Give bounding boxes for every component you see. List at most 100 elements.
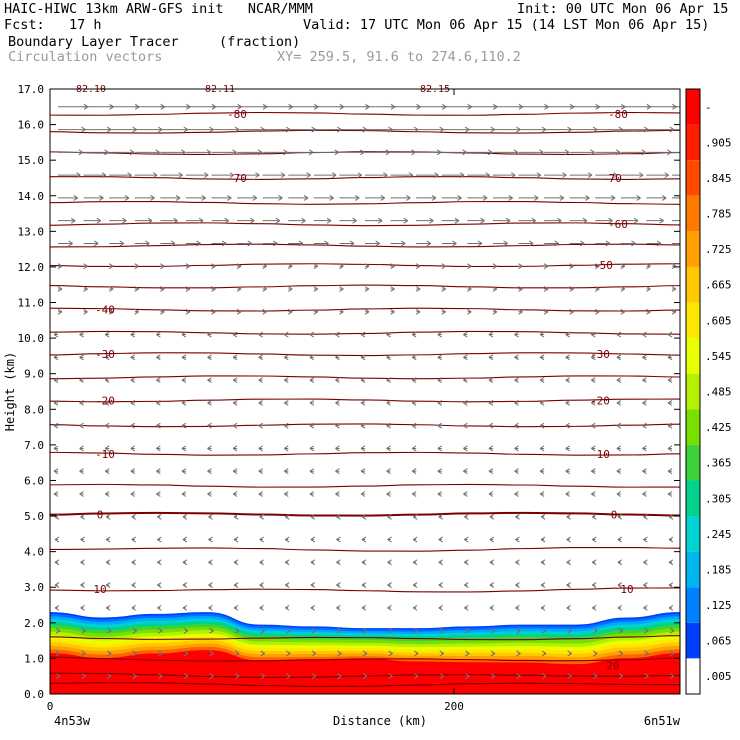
wind-vector	[207, 377, 212, 384]
wind-vector	[130, 468, 136, 475]
wind-vector	[108, 286, 114, 292]
wind-vector	[565, 354, 570, 361]
wind-vector	[565, 468, 570, 475]
wind-vector	[309, 331, 315, 338]
wind-vector	[515, 582, 520, 589]
wind-vector	[489, 582, 495, 589]
wind-vector	[672, 197, 680, 199]
contour-line	[50, 587, 680, 593]
wind-vector	[390, 103, 421, 110]
wind-vector	[539, 422, 545, 429]
wind-vector	[156, 422, 161, 429]
wind-vector	[284, 582, 290, 589]
wind-vector	[160, 103, 191, 110]
wind-vector	[160, 308, 165, 315]
wind-vector	[591, 582, 597, 589]
wind-vector	[157, 582, 162, 589]
wind-vector	[669, 673, 675, 680]
colorbar-label: .605	[705, 314, 732, 327]
wind-vector	[488, 331, 494, 338]
wind-vector	[539, 377, 545, 384]
wind-vector	[416, 240, 432, 247]
wind-vector	[183, 650, 189, 657]
wind-vector	[539, 445, 545, 452]
wind-vector	[441, 240, 457, 247]
wind-vector	[620, 286, 626, 292]
wind-vector	[620, 172, 644, 179]
contour-label: -70	[602, 172, 622, 185]
wind-vector	[667, 354, 673, 361]
wind-vector	[620, 240, 636, 247]
wind-vector	[232, 399, 238, 406]
wind-vector	[109, 172, 132, 179]
wind-vector	[386, 422, 391, 429]
wind-vector	[130, 331, 136, 338]
wind-vector	[234, 673, 240, 680]
wind-vector	[463, 445, 468, 452]
wind-vector	[182, 536, 188, 543]
wind-vector	[81, 673, 86, 680]
wind-vector	[259, 559, 264, 566]
wind-vector	[544, 194, 565, 201]
wind-vector	[160, 263, 165, 270]
y-tick-label: 0.0	[24, 688, 44, 701]
wind-vector	[569, 217, 588, 224]
wind-vector	[412, 604, 418, 611]
wind-vector	[386, 331, 391, 338]
wind-vector	[386, 445, 391, 452]
wind-vector	[616, 468, 622, 475]
wind-vector	[284, 604, 290, 611]
wind-vector	[360, 377, 366, 384]
wind-vector	[309, 445, 315, 452]
wind-vector	[232, 354, 238, 361]
wind-vector	[109, 149, 135, 156]
wind-vector	[104, 491, 110, 497]
wind-vector	[288, 217, 306, 224]
wind-vector	[467, 172, 490, 179]
wind-vector	[569, 263, 574, 270]
wind-vector	[642, 468, 647, 475]
wind-vector	[569, 240, 585, 247]
wind-vector	[644, 673, 649, 680]
wind-vector	[541, 627, 547, 634]
wind-vector	[591, 604, 597, 611]
wind-vector	[131, 536, 137, 543]
wind-vector	[642, 377, 647, 384]
wind-vector	[360, 468, 366, 475]
wind-vector	[668, 582, 674, 589]
y-tick-label: 12.0	[18, 261, 45, 274]
wind-vector	[83, 240, 99, 247]
wind-vector	[258, 491, 263, 497]
wind-vector	[259, 536, 264, 543]
wind-vector	[53, 331, 59, 338]
wind-vector	[134, 194, 155, 201]
wind-vector	[592, 650, 598, 657]
colorbar-swatch	[686, 124, 700, 161]
wind-vector	[262, 217, 281, 224]
wind-vector	[83, 194, 104, 201]
wind-vector	[132, 673, 138, 680]
wind-vector	[160, 149, 186, 156]
wind-vector	[156, 445, 161, 452]
wind-vector	[646, 263, 651, 270]
wind-vector	[441, 126, 470, 133]
wind-vector	[488, 422, 494, 429]
wind-vector	[672, 242, 680, 244]
wind-vector	[160, 240, 176, 247]
wind-vector	[79, 468, 84, 475]
y-tick-label: 15.0	[18, 154, 45, 167]
wind-vector	[233, 513, 239, 520]
wind-vector	[390, 149, 416, 156]
y-tick-label: 4.0	[24, 546, 44, 559]
wind-vector	[134, 286, 140, 292]
y-tick-label: 13.0	[18, 225, 45, 238]
wind-vector	[287, 263, 293, 270]
wind-vector	[185, 286, 191, 292]
circulation-vectors	[53, 103, 680, 680]
header-init: Init: 00 UTC Mon 06 Apr 15	[517, 1, 729, 17]
y-tick-label: 9.0	[24, 368, 44, 381]
wind-vector	[156, 399, 161, 406]
wind-vector	[437, 331, 443, 338]
wind-vector	[131, 559, 137, 566]
